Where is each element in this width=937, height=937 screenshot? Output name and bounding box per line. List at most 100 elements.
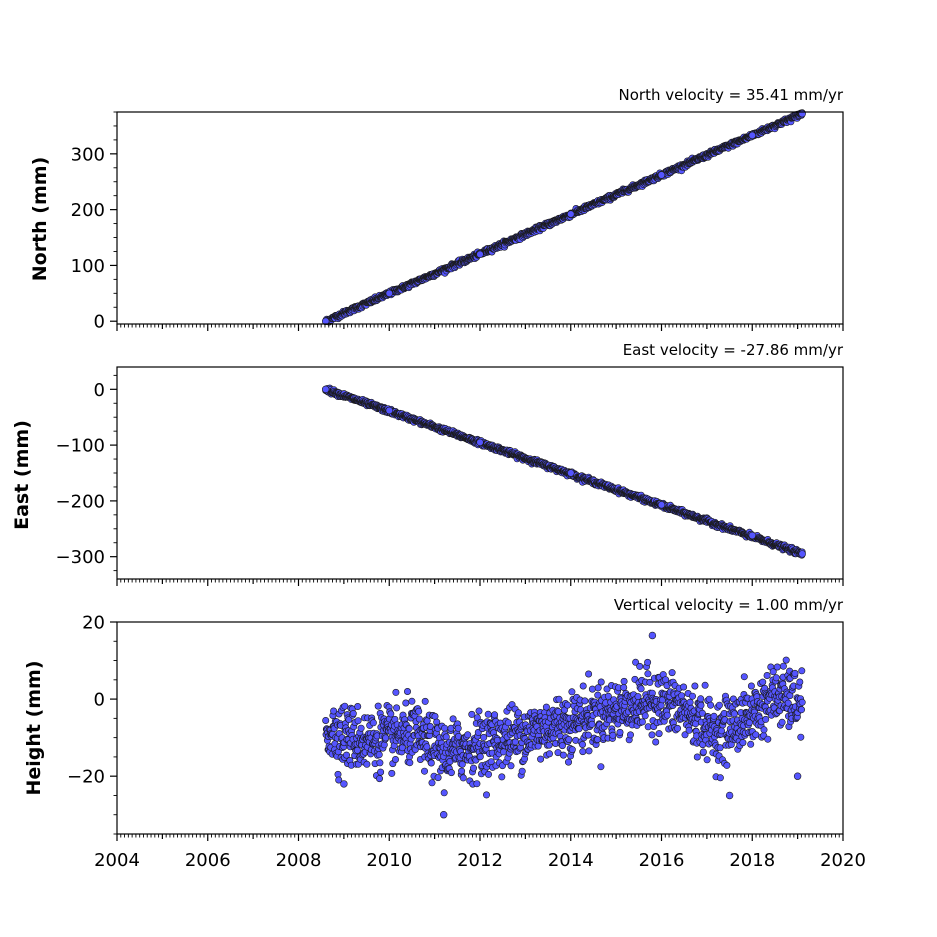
data-point [441, 724, 449, 732]
data-point [747, 682, 755, 690]
x-tick-label: 2008 [276, 850, 322, 871]
height-y-ticks: 20 0 −20 [67, 613, 117, 835]
data-point [464, 731, 472, 739]
data-point [363, 760, 371, 768]
data-point [579, 682, 587, 690]
data-point [385, 406, 393, 415]
data-point [760, 726, 768, 734]
data-point [385, 289, 393, 297]
data-point [476, 250, 484, 259]
x-tick-label: 2020 [820, 850, 866, 871]
y-tick-label: −200 [56, 491, 105, 512]
data-point [594, 691, 602, 699]
data-point [340, 780, 348, 788]
data-point [504, 719, 512, 727]
data-point [638, 718, 646, 726]
data-point [447, 769, 455, 777]
east-y-ticks: 0 −100 −200 −300 [56, 374, 117, 572]
data-point [354, 717, 362, 725]
data-point [641, 712, 649, 720]
data-point [374, 702, 382, 710]
data-point [752, 731, 760, 739]
y-tick-label: 100 [71, 256, 105, 277]
data-point [655, 730, 663, 738]
data-point [420, 767, 428, 775]
data-point [440, 789, 448, 797]
data-point [686, 698, 694, 706]
data-point [427, 759, 435, 767]
data-point [491, 711, 499, 719]
data-point [482, 791, 490, 799]
data-point [555, 695, 563, 703]
x-tick-label: 2016 [639, 850, 685, 871]
data-point [673, 724, 681, 732]
data-point [545, 750, 553, 758]
data-point [701, 681, 709, 689]
data-point [431, 712, 439, 720]
data-point [797, 706, 805, 714]
east-velocity-title: East velocity = -27.86 mm/yr [623, 341, 844, 359]
data-point [699, 748, 707, 756]
data-point [747, 740, 755, 748]
data-point [663, 711, 671, 719]
height-x-ticks: 2004 2006 2008 2010 2012 2014 2016 2018 2020 [94, 834, 866, 871]
data-point [626, 731, 634, 739]
east-panel: East velocity = -27.86 mm/yr 0 −100 −200 −3… [11, 341, 844, 586]
north-points [322, 109, 806, 326]
data-point [567, 469, 575, 477]
data-point [581, 697, 589, 705]
data-point [392, 688, 400, 696]
data-point [798, 550, 806, 558]
data-point [518, 767, 526, 775]
data-point [620, 677, 628, 685]
data-point [636, 662, 644, 670]
data-point [440, 810, 448, 819]
east-points [322, 384, 806, 559]
north-y-axis-label: North (mm) [29, 157, 51, 282]
data-point [369, 719, 377, 727]
data-point [475, 707, 483, 715]
data-point [705, 695, 713, 703]
data-point [376, 759, 384, 767]
height-y-axis-label: Height (mm) [23, 660, 45, 795]
data-point [798, 667, 806, 675]
data-point [542, 703, 550, 711]
data-point [585, 747, 593, 755]
north-y-ticks: 0 100 200 300 [71, 111, 117, 333]
data-point [579, 748, 587, 756]
data-point [725, 791, 734, 800]
y-tick-label: 0 [94, 690, 105, 711]
data-point [322, 716, 330, 724]
data-point [458, 760, 466, 768]
x-tick-label: 2004 [94, 850, 140, 871]
north-x-ticks [116, 324, 844, 331]
data-point [476, 753, 484, 761]
y-tick-label: 200 [71, 200, 105, 221]
data-point [568, 688, 576, 696]
data-point [575, 725, 583, 733]
data-point [648, 631, 657, 640]
data-point [537, 755, 545, 763]
data-point [382, 734, 390, 742]
data-point [507, 762, 515, 770]
data-point [691, 682, 699, 690]
x-tick-label: 2012 [457, 850, 503, 871]
data-point [349, 710, 357, 718]
data-point [657, 171, 666, 179]
y-tick-label: 0 [94, 312, 105, 333]
data-point [454, 724, 462, 732]
data-point [597, 763, 605, 771]
data-point [434, 774, 442, 782]
data-point [375, 751, 383, 759]
data-point [406, 759, 414, 767]
data-point [421, 697, 429, 705]
data-point [644, 670, 652, 678]
data-point [375, 775, 383, 783]
data-point [559, 751, 567, 759]
data-point [322, 385, 330, 393]
data-point [357, 724, 365, 732]
north-velocity-title: North velocity = 35.41 mm/yr [619, 86, 844, 104]
data-point [791, 669, 799, 677]
data-point [415, 707, 423, 715]
data-point [380, 741, 388, 749]
